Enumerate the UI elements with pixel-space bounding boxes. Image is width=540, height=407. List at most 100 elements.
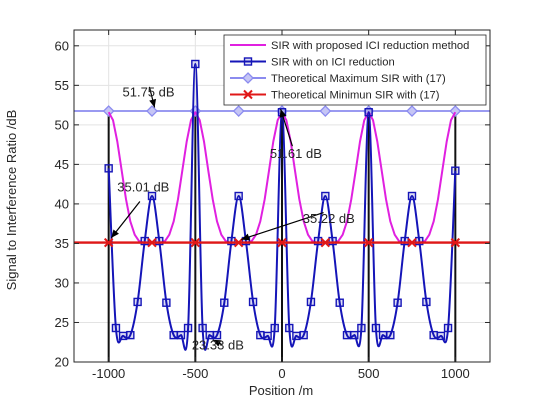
data-point-x <box>190 237 201 248</box>
legend-label: Theoretical Minimun SIR with (17) <box>271 90 440 102</box>
data-point-diamond <box>242 72 254 84</box>
y-tick-label: 45 <box>55 157 69 172</box>
legend-label: Theoretical Maximum SIR with (17) <box>271 73 446 85</box>
y-tick-label: 40 <box>55 196 69 211</box>
data-point-x <box>407 237 417 248</box>
annotation-arrowhead <box>241 233 250 241</box>
data-point-x <box>147 237 157 248</box>
data-point-square <box>335 298 344 307</box>
data-point-square <box>111 323 121 333</box>
data-point-square <box>198 323 207 333</box>
data-point-square <box>147 191 157 201</box>
data-point-square <box>451 166 460 175</box>
data-point-square <box>169 330 178 340</box>
data-point-diamond <box>449 105 462 117</box>
data-point-square <box>429 330 438 340</box>
data-point-square <box>321 191 330 201</box>
data-point-square <box>191 59 200 69</box>
data-point-x <box>233 237 244 248</box>
data-point-square <box>155 236 164 246</box>
data-point-square <box>248 297 258 307</box>
data-point-diamond <box>232 105 245 117</box>
annotation-label: 51.61 dB <box>270 146 322 161</box>
x-axis-label: Position /m <box>249 383 313 398</box>
data-point-square <box>378 330 388 340</box>
data-point-square <box>364 108 373 117</box>
x-tick-label: -1000 <box>92 366 125 381</box>
annotation-arrowhead <box>212 339 222 347</box>
x-tick-label: -500 <box>182 366 208 381</box>
legend-item: Theoretical Minimun SIR with (17) <box>230 90 440 102</box>
data-point-square <box>285 323 294 333</box>
legend-item: SIR with on ICI reduction <box>230 57 395 69</box>
data-point-square <box>357 323 366 333</box>
legend-box <box>223 34 487 106</box>
data-point-square <box>140 236 149 246</box>
data-point-square <box>133 297 142 307</box>
data-point-square <box>407 191 417 201</box>
legend: SIR with proposed ICI reduction method SI… <box>223 34 487 106</box>
data-point-square <box>299 330 308 340</box>
data-point-square <box>162 298 171 307</box>
axes: -1000 -500 0 500 1000 20 25 30 35 40 45 50 55 60 <box>55 29 491 381</box>
data-point-square <box>422 297 431 307</box>
data-point-square <box>393 298 402 307</box>
y-tick-label: 55 <box>55 78 69 93</box>
data-point-square <box>386 330 395 340</box>
series-2 <box>104 59 460 351</box>
data-point-square <box>306 297 316 307</box>
data-point-diamond <box>406 105 418 117</box>
annotation-arrowhead <box>279 109 287 118</box>
data-point-square <box>263 331 272 341</box>
annotations: 51.75 dB 51.61 dB 35.01 dB 35.22 dB 23.33 dB <box>110 84 355 352</box>
annotation-arrowhead <box>149 98 157 108</box>
data-point-square <box>292 331 301 341</box>
annotation-arrowhead <box>111 229 119 238</box>
data-point-x <box>450 237 461 248</box>
data-point-square <box>212 330 222 340</box>
data-point-x <box>363 237 374 248</box>
data-point-square <box>342 330 352 340</box>
legend-label: SIR with proposed ICI reduction method <box>271 40 469 52</box>
y-axis-label: Signal to Interference Ratio /dB <box>4 110 19 291</box>
y-tick-label: 60 <box>55 38 69 53</box>
data-point-x <box>103 237 114 248</box>
series-line <box>107 63 457 351</box>
data-point-diamond <box>319 105 332 117</box>
y-tick-label: 35 <box>55 236 69 251</box>
series-4 <box>74 237 490 248</box>
data-point-square <box>104 164 113 173</box>
data-point-square <box>415 236 424 246</box>
data-point-diamond <box>146 105 158 117</box>
data-point-square <box>350 330 359 340</box>
vertical-lines <box>107 112 457 362</box>
data-point-square <box>313 236 323 246</box>
data-point-x <box>320 237 331 248</box>
data-point-square <box>328 236 337 246</box>
legend-item: Theoretical Maximum SIR with (17) <box>230 72 446 85</box>
annotation-label: 23.33 dB <box>192 337 244 352</box>
annotation-label: 51.75 dB <box>123 84 175 99</box>
annotation-arrow <box>241 212 324 241</box>
annotation-label: 35.22 dB <box>303 211 355 226</box>
y-tick-label: 25 <box>55 315 69 330</box>
data-point-square <box>176 330 186 340</box>
data-point-square <box>400 236 409 246</box>
data-point-square <box>183 323 193 333</box>
data-point-square <box>270 323 279 333</box>
data-point-square <box>436 331 446 341</box>
annotation-label: 35.01 dB <box>117 179 169 194</box>
data-point-square <box>220 298 229 307</box>
series-layer <box>74 59 490 351</box>
legend-label: SIR with on ICI reduction <box>271 57 395 69</box>
y-tick-label: 20 <box>55 355 69 370</box>
y-tick-label: 50 <box>55 117 69 132</box>
data-point-square <box>234 191 243 201</box>
legend-item: SIR with proposed ICI reduction method <box>230 40 469 52</box>
data-point-square <box>227 236 236 246</box>
data-point-square <box>243 57 253 66</box>
y-tick-label: 30 <box>55 275 69 290</box>
data-point-square <box>371 323 381 333</box>
data-point-square <box>256 330 265 340</box>
